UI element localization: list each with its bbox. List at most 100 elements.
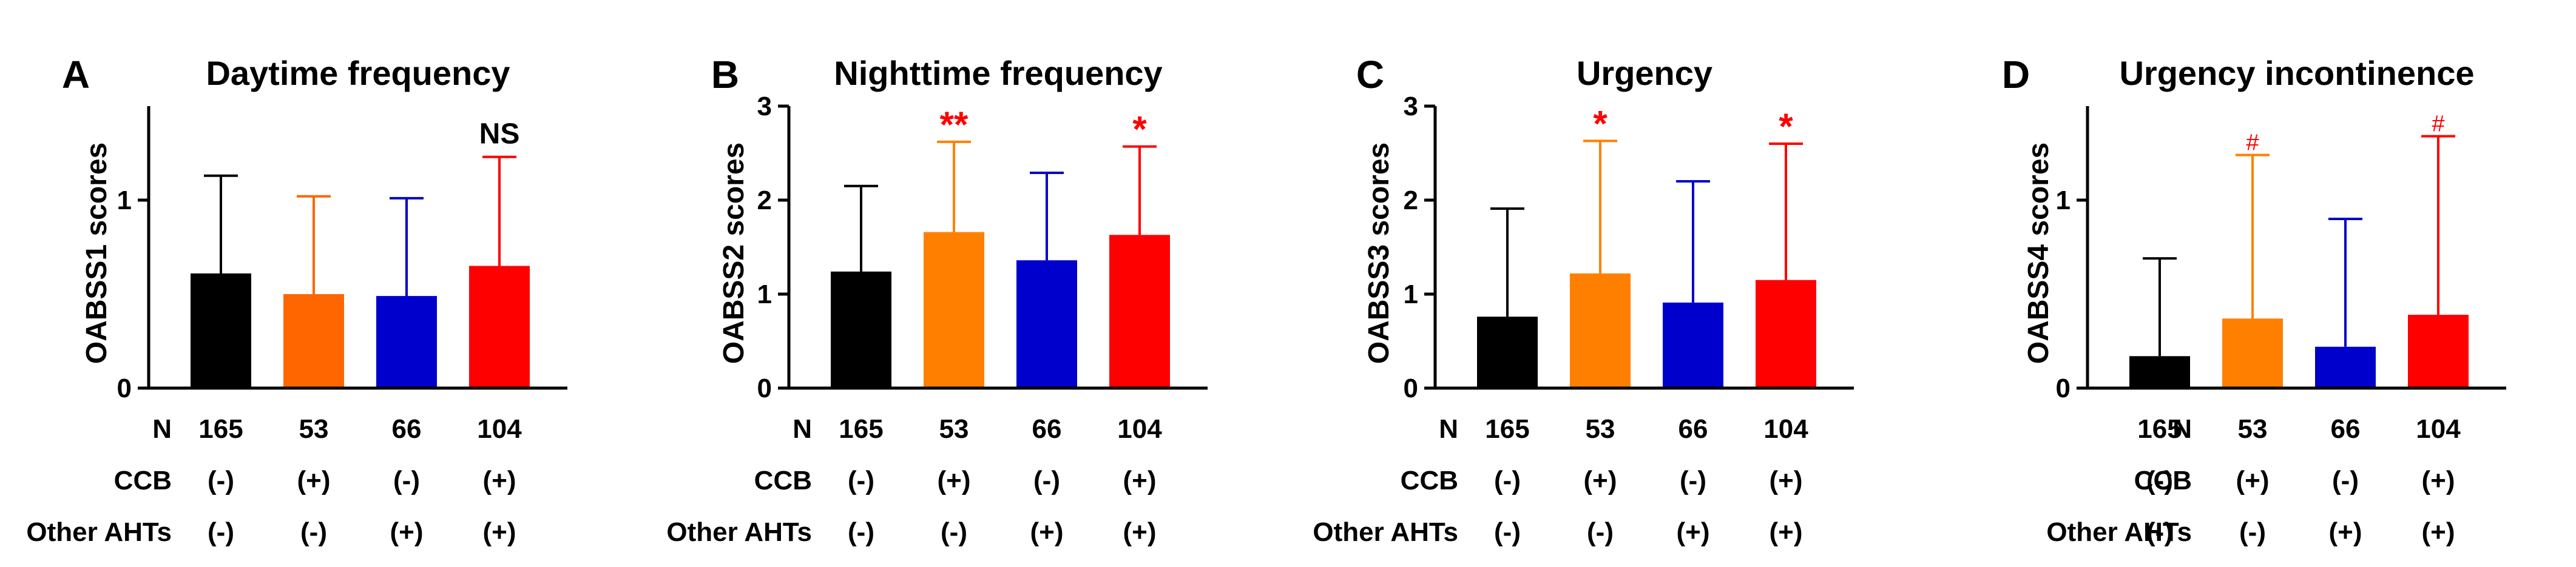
y-tick-label: 0 bbox=[757, 374, 772, 403]
table-cell: (+) bbox=[1123, 466, 1157, 495]
y-tick-label: 1 bbox=[117, 186, 132, 215]
ns-label: NS bbox=[479, 118, 520, 150]
table-cell: (-) bbox=[1587, 517, 1614, 547]
table-cell: (+) bbox=[1770, 517, 1803, 547]
y-tick-label: 2 bbox=[757, 186, 772, 215]
bar bbox=[376, 296, 437, 388]
table-cell: (-) bbox=[208, 466, 234, 495]
panel-c: C Urgency OABSS3 scores * * 0 1 2 3 N 165 53 66 104 CC… bbox=[1313, 53, 1854, 547]
table-cell: (+) bbox=[1123, 517, 1157, 547]
row-label: N bbox=[152, 414, 172, 444]
bar bbox=[1663, 302, 1723, 388]
table-cell: (+) bbox=[2329, 517, 2362, 547]
table-cell: 53 bbox=[939, 414, 969, 444]
bar bbox=[283, 294, 344, 388]
bar bbox=[2408, 315, 2469, 388]
row-label: N bbox=[793, 414, 812, 444]
table-cell: 104 bbox=[1117, 414, 1162, 444]
table-cell: 53 bbox=[299, 414, 329, 444]
bar bbox=[2222, 318, 2283, 388]
bar bbox=[1570, 273, 1631, 388]
table-cell: (+) bbox=[2236, 466, 2270, 495]
table-cell: (+) bbox=[1030, 517, 1064, 547]
chart-title: Urgency bbox=[1577, 54, 1712, 92]
table-cell: (-) bbox=[2332, 466, 2359, 495]
row-label: N bbox=[2172, 414, 2192, 444]
y-tick-label: 1 bbox=[1404, 280, 1418, 309]
table-cell: (-) bbox=[2146, 466, 2173, 495]
table-cell: (-) bbox=[300, 517, 327, 547]
bar bbox=[1756, 280, 1816, 388]
row-label: CCB bbox=[1401, 466, 1458, 495]
table-cell: 165 bbox=[198, 414, 243, 444]
table-cell: 165 bbox=[839, 414, 883, 444]
panel-a: A Daytime frequency OABSS1 scores NS 0 1 N 165 5… bbox=[26, 53, 567, 547]
row-label: N bbox=[1439, 414, 1458, 444]
bar bbox=[191, 273, 251, 388]
panel-letter: D bbox=[2002, 53, 2030, 96]
table-cell: 66 bbox=[1032, 414, 1062, 444]
significance-marker: # bbox=[2246, 130, 2259, 156]
table-cell: (-) bbox=[393, 466, 420, 495]
row-label: CCB bbox=[114, 466, 172, 495]
y-axis-label: OABSS1 scores bbox=[81, 143, 113, 364]
bar bbox=[2315, 346, 2376, 388]
y-tick-label: 3 bbox=[757, 92, 772, 121]
table-cell: (+) bbox=[1770, 466, 1803, 495]
significance-marker: * bbox=[1132, 109, 1147, 150]
table-cell: (+) bbox=[297, 466, 331, 495]
y-axis-label: OABSS3 scores bbox=[1363, 143, 1395, 364]
significance-marker: * bbox=[1779, 106, 1793, 147]
table-cell: 53 bbox=[1586, 414, 1615, 444]
table-cell: 53 bbox=[2238, 414, 2268, 444]
significance-marker: ** bbox=[940, 104, 969, 145]
significance-marker: # bbox=[2432, 112, 2444, 137]
table-cell: (+) bbox=[483, 517, 516, 547]
row-label: CCB bbox=[754, 466, 812, 495]
table-cell: (+) bbox=[2422, 517, 2455, 547]
y-tick-label: 3 bbox=[1404, 92, 1418, 121]
table-cell: (-) bbox=[2239, 517, 2266, 547]
y-tick-label: 0 bbox=[1404, 374, 1418, 403]
table-cell: 66 bbox=[1678, 414, 1708, 444]
chart-title: Nighttime frequency bbox=[834, 54, 1162, 92]
table-cell: 165 bbox=[2137, 414, 2182, 444]
row-label: Other AHTs bbox=[1313, 517, 1458, 547]
table-cell: (-) bbox=[1494, 517, 1521, 547]
y-tick-label: 1 bbox=[757, 280, 772, 309]
row-label: Other AHTs bbox=[2046, 517, 2192, 547]
table-cell: (-) bbox=[1680, 466, 1706, 495]
bar bbox=[2129, 356, 2190, 388]
table-cell: 165 bbox=[1485, 414, 1529, 444]
table-cell: (+) bbox=[390, 517, 424, 547]
row-label: Other AHTs bbox=[666, 517, 812, 547]
bar bbox=[924, 232, 984, 388]
bar bbox=[1109, 235, 1170, 388]
y-tick-label: 1 bbox=[2056, 186, 2071, 215]
row-label: CCB bbox=[2134, 466, 2192, 495]
chart-title: Urgency incontinence bbox=[2119, 54, 2474, 92]
table-cell: 66 bbox=[392, 414, 422, 444]
bar bbox=[469, 266, 530, 388]
table-cell: 66 bbox=[2331, 414, 2361, 444]
panel-letter: B bbox=[711, 53, 739, 96]
table-cell: (-) bbox=[1494, 466, 1521, 495]
table-cell: (+) bbox=[938, 466, 971, 495]
y-axis-label: OABSS2 scores bbox=[718, 143, 750, 364]
row-label: Other AHTs bbox=[26, 517, 172, 547]
table-cell: (+) bbox=[2422, 466, 2455, 495]
table-cell: 104 bbox=[1763, 414, 1808, 444]
significance-marker: * bbox=[1593, 103, 1607, 144]
table-cell: (+) bbox=[483, 466, 516, 495]
table-cell: (-) bbox=[1033, 466, 1060, 495]
table-cell: (-) bbox=[941, 517, 967, 547]
bar bbox=[1016, 260, 1077, 388]
table-cell: (-) bbox=[2146, 517, 2173, 547]
table-cell: 104 bbox=[2416, 414, 2461, 444]
y-tick-label: 0 bbox=[117, 374, 132, 403]
y-tick-label: 0 bbox=[2056, 374, 2071, 403]
panel-letter: A bbox=[62, 53, 90, 96]
